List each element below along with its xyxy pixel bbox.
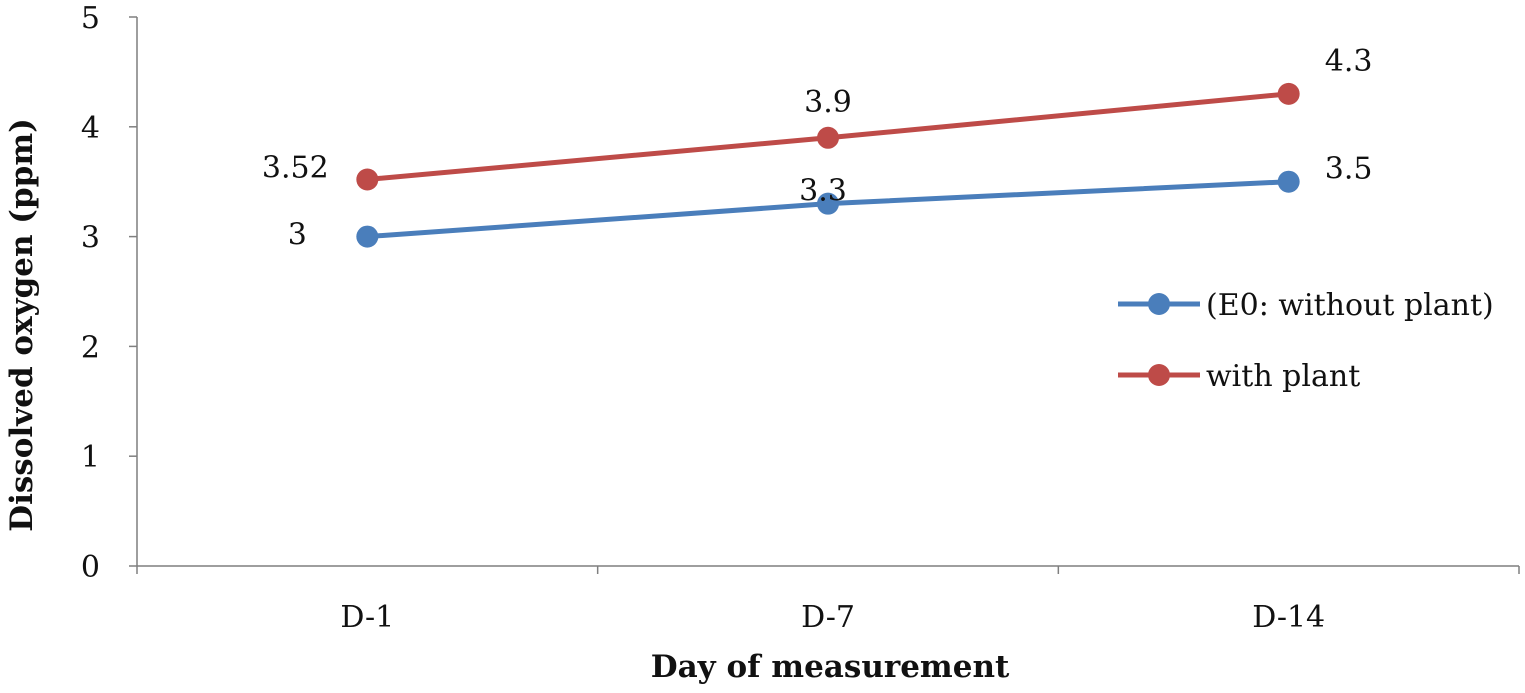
legend: (E0: without plant) with plant	[1118, 288, 1494, 394]
axes	[136, 17, 1519, 567]
legend-label: with plant	[1206, 359, 1360, 394]
data-labels: 3 3.3 3.5 3.52 3.9 4.3	[262, 44, 1373, 253]
data-label: 3.9	[804, 85, 852, 120]
y-tick-label: 5	[81, 1, 100, 36]
y-tick-label: 4	[81, 111, 100, 146]
y-axis-title: Dissolved oxygen (ppm)	[4, 118, 40, 532]
data-label: 3.3	[799, 174, 847, 209]
y-tick-label: 3	[81, 221, 100, 256]
data-label: 3.5	[1325, 152, 1373, 187]
x-axis-ticks: D-1 D-7 D-14	[136, 566, 1520, 635]
legend-swatch-marker	[1148, 293, 1170, 315]
y-tick-label: 1	[81, 440, 100, 475]
data-point	[817, 126, 839, 149]
x-tick-label: D-14	[1252, 600, 1325, 635]
legend-swatch-marker	[1148, 364, 1170, 386]
data-point	[356, 168, 379, 191]
series-layer	[356, 82, 1300, 248]
data-point	[1277, 170, 1300, 193]
x-tick-label: D-1	[340, 600, 394, 635]
data-point	[817, 192, 839, 215]
data-label: 3	[288, 218, 307, 253]
y-tick-label: 0	[81, 550, 100, 585]
x-tick-label: D-7	[801, 600, 855, 635]
x-axis-title: Day of measurement	[651, 649, 1010, 685]
data-label: 4.3	[1325, 44, 1373, 79]
y-axis-ticks: 0 1 2 3 4 5	[81, 1, 137, 585]
y-tick-label: 2	[81, 330, 100, 365]
data-label: 3.52	[262, 151, 329, 186]
data-point	[1277, 82, 1300, 105]
legend-label: (E0: without plant)	[1206, 288, 1494, 323]
data-point	[356, 225, 379, 248]
